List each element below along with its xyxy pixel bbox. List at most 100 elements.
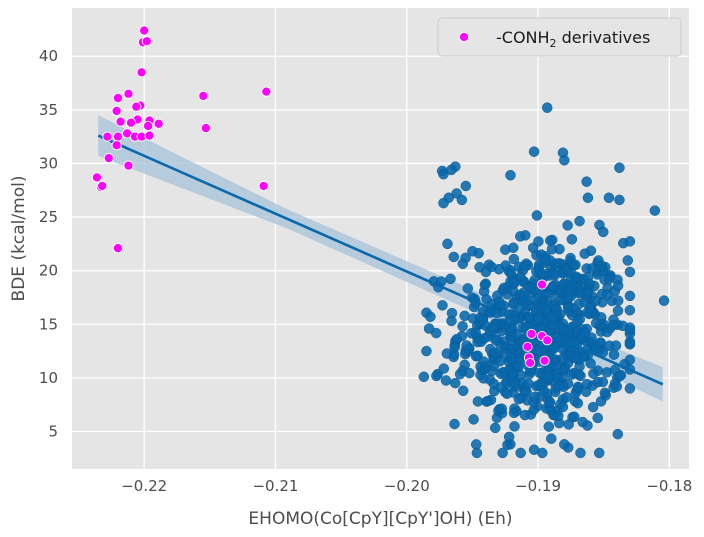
data-point [563, 419, 574, 430]
data-point [489, 422, 501, 434]
data-point [425, 311, 436, 323]
data-point [488, 321, 499, 333]
data-point [612, 428, 624, 440]
data-point [515, 271, 526, 282]
data-point [460, 180, 472, 192]
legend-box [437, 17, 682, 57]
legend: -CONH2 derivatives [437, 17, 682, 57]
data-point [467, 245, 478, 257]
series-point [261, 86, 272, 97]
data-point [449, 377, 461, 389]
data-point [421, 345, 432, 357]
data-point [448, 251, 460, 263]
data-point [624, 383, 636, 394]
data-point [559, 154, 570, 166]
y-tick-label: 25 [39, 208, 58, 226]
data-point [545, 235, 556, 246]
data-point [580, 386, 592, 398]
data-point [456, 194, 468, 206]
y-tick-label: 5 [48, 422, 58, 440]
data-point [586, 263, 598, 274]
data-point [562, 302, 574, 314]
data-point [489, 347, 501, 359]
data-point [462, 283, 474, 294]
data-point [622, 255, 634, 266]
y-axis-label: BDE (kcal/mol) [9, 176, 29, 302]
data-point [488, 378, 499, 389]
data-point [513, 393, 525, 405]
data-point [590, 317, 602, 329]
data-point [612, 305, 624, 316]
tick-labels: −0.22 −0.21 −0.20 −0.19 −0.18 5 10 15 20 25 30 35 40 [39, 47, 692, 495]
data-point [472, 336, 483, 348]
data-point [464, 367, 475, 379]
data-point [608, 349, 620, 360]
legend-label-prefix: -CONH [496, 28, 550, 47]
data-point [553, 380, 565, 392]
legend-marker [459, 32, 469, 42]
series-point [141, 36, 152, 47]
series-point [139, 25, 150, 36]
data-point [490, 334, 501, 346]
data-point [440, 375, 452, 386]
data-point [570, 271, 582, 282]
series-point [123, 160, 134, 171]
data-point [482, 395, 494, 407]
data-point [449, 418, 460, 430]
series-point [103, 153, 114, 164]
data-point [519, 260, 530, 272]
data-point [488, 360, 500, 372]
data-point [508, 407, 520, 419]
data-point [579, 327, 591, 339]
data-point [569, 351, 581, 363]
data-point [461, 340, 472, 351]
data-point [581, 176, 592, 187]
series-point [131, 101, 142, 112]
data-point [531, 210, 543, 221]
data-point [478, 356, 489, 367]
x-tick-label: −0.18 [646, 477, 692, 495]
series-point [111, 140, 122, 151]
series-point [258, 180, 269, 192]
data-point [457, 321, 468, 332]
data-point [533, 313, 544, 324]
data-point [497, 367, 509, 378]
data-point [523, 378, 534, 389]
data-point [438, 168, 449, 180]
data-point [569, 411, 580, 423]
data-point [585, 358, 596, 369]
data-point [572, 397, 584, 409]
data-point [541, 102, 553, 113]
series-point [111, 105, 122, 116]
series-point [525, 357, 536, 368]
data-point [547, 312, 558, 323]
data-point [474, 261, 485, 273]
data-point [457, 258, 469, 270]
series-point [522, 341, 533, 352]
data-point [582, 192, 594, 204]
data-point [582, 307, 593, 318]
data-point [507, 285, 519, 297]
data-point [552, 372, 563, 383]
data-point [442, 238, 453, 250]
data-point [543, 421, 555, 432]
x-tick-label: −0.22 [121, 477, 167, 495]
series-point [526, 328, 537, 339]
data-point [612, 295, 624, 306]
data-point [624, 325, 636, 336]
data-point [558, 324, 569, 336]
data-point [446, 307, 458, 319]
series-point [198, 90, 209, 101]
data-point [528, 146, 540, 157]
data-point [548, 268, 559, 280]
series-point [97, 180, 108, 192]
data-point [603, 192, 615, 204]
regression-line-group [97, 134, 664, 386]
data-point [477, 314, 489, 325]
data-point [445, 273, 456, 285]
data-point [592, 412, 603, 424]
y-tick-label: 35 [39, 101, 58, 119]
data-point [437, 300, 448, 311]
data-point [649, 205, 661, 216]
data-point [449, 342, 460, 353]
